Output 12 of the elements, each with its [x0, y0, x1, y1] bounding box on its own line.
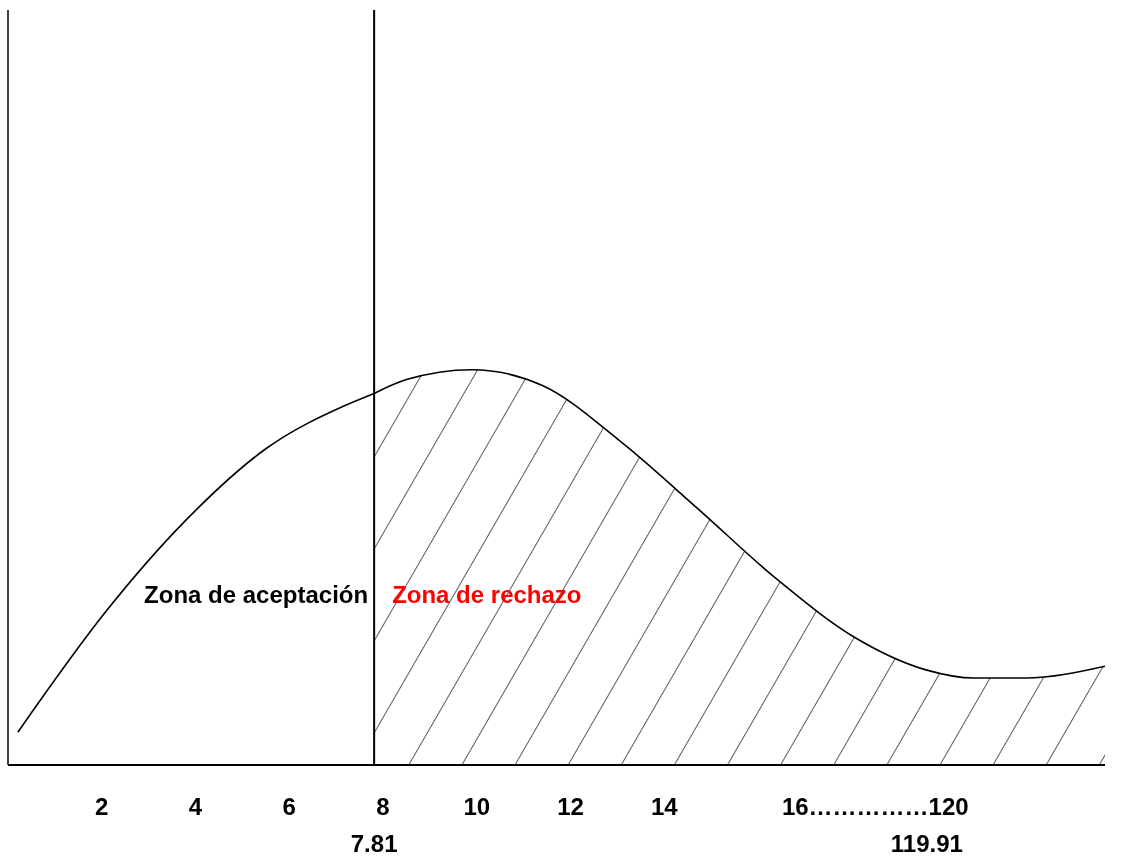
x-tick-label: 14 — [650, 793, 679, 821]
x-tick-label: 10 — [463, 793, 491, 821]
x-tick-label: 16……………120 — [781, 793, 969, 821]
annotation: Zona de rechazo — [392, 580, 582, 608]
x-tick-label: 8 — [376, 793, 390, 821]
x-tick-label: 2 — [95, 793, 109, 821]
x-tick-label: 12 — [557, 793, 584, 821]
x-tick-label: 4 — [188, 793, 203, 821]
annotation: Zona de aceptación — [144, 580, 369, 608]
x-tick-label: 6 — [282, 793, 296, 821]
ref-line-label: 7.81 — [350, 830, 398, 857]
text: 119.91 — [890, 830, 963, 857]
